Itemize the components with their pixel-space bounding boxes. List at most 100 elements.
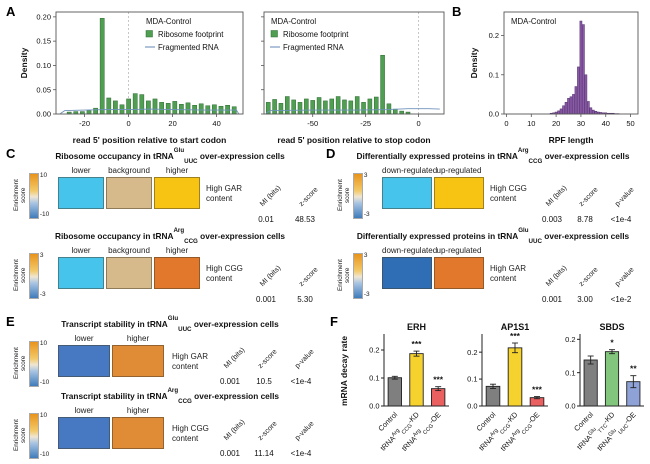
panel-letter-f: F [330,314,338,329]
enrichment-colorbar: Enrichment score 10 -10 [13,340,50,387]
heatmap-title: Ribosome occupancy in tRNAGluUUC over-ex… [55,147,285,166]
colorbar-label: Enrichment score [13,179,27,211]
svg-text:AP1S1: AP1S1 [501,322,530,332]
heatmap-title: Differentially expressed proteins in tRN… [356,227,630,246]
svg-text:-25: -25 [360,119,371,128]
svg-text:**: ** [630,364,637,374]
stats-columns: MI (bits) 0.001 z-score 3.00 p-value <1e-2 [536,242,640,306]
svg-text:0.05: 0.05 [36,85,51,94]
panel-letter-c: C [6,146,16,161]
cell-label: down-regulated [382,246,438,255]
svg-text:0.2: 0.2 [489,31,499,40]
heatmap-cell [434,177,484,209]
ap1s1-bar-chart: 0.00.10.2Control***tRNAArgCCG-KD***tRNAA… [467,322,548,453]
sbds-bar-chart: 0.00.10.2Control*tRNAGluTTC-KD**tRNAGluU… [565,322,644,453]
colorbar-label: Enrichment score [13,419,27,451]
svg-text:0.1: 0.1 [565,368,575,377]
stat-zscore: z-score 48.53 [294,184,320,224]
heatmap-cells: down-regulated up-regulated [382,246,484,289]
svg-text:-20: -20 [79,119,90,128]
svg-text:0.2: 0.2 [565,335,575,344]
stats-columns: MI (bits) 0.001 z-score 5.30 [248,242,326,306]
stat-mi: MI (bits) 0.003 [541,183,569,224]
svg-text:*: * [610,338,614,348]
svg-text:40: 40 [212,119,220,128]
enrichment-colorbar: Enrichment score 3 -3 [337,172,370,219]
colorbar-gradient [28,173,39,219]
svg-text:0.00: 0.00 [36,110,51,119]
stat-zscore: z-score 3.00 [576,264,600,304]
heatmap-title: Transcript stability in tRNAArgCCG over-… [60,387,280,406]
colorbar-label: Enrichment score [337,179,351,211]
row-label: High GAR content [490,264,527,283]
svg-text:Fragmented RNA: Fragmented RNA [283,43,344,52]
svg-text:read 5' position relative to s: read 5' position relative to stop codon [277,135,430,145]
colorbar-max: 3 [363,172,368,179]
stat-mi: MI (bits) 0.01 [257,183,283,224]
svg-text:0.0: 0.0 [489,110,499,119]
heatmap-transcript-stability-arg: Transcript stability in tRNAArgCCG over-… [13,387,326,462]
svg-text:0: 0 [417,119,421,128]
cell-label: lower [71,246,91,255]
stat-zscore: z-score 11.14 [254,418,279,458]
heatmap-cells: lower higher [58,334,164,377]
erh-bar-chart: 0.00.10.2Control***tRNAArgCCG-KD***tRNAA… [339,322,449,453]
heatmap-title: Ribosome occupancy in tRNAArgCCG over-ex… [54,227,286,246]
svg-text:ERH: ERH [407,322,426,332]
stat-zscore: z-score 5.30 [296,264,320,304]
svg-text:***: *** [433,375,444,385]
colorbar-min: -3 [39,291,46,298]
colorbar-gradient [28,253,39,299]
cell-label: lower [74,334,94,343]
colorbar-max: 3 [39,252,44,259]
svg-text:read 5' position relative to s: read 5' position relative to start codon [73,135,227,145]
cell-label: higher [126,406,150,415]
heatmap-cell [58,345,110,377]
svg-text:20: 20 [168,119,176,128]
heatmap-cell [434,257,484,289]
colorbar-min: -3 [363,211,370,218]
row-label: High CGG content [172,424,209,443]
svg-text:Density: Density [19,47,29,78]
cell-label: lower [74,406,94,415]
rpf-length-histogram: 0 10 20 30 40 50 0.0 0.1 0.2 RPF length Density MDA… [469,11,639,145]
cell-label: higher [126,334,150,343]
row-label: High GAR content [206,184,243,203]
stat-mi: MI (bits) 0.001 [219,417,247,458]
stop-codon-histogram: -50 -25 0 read 5' position relative to stop… [261,11,445,145]
enrichment-colorbar: Enrichment score 10 -10 [13,412,49,459]
cell-label: background [108,166,150,175]
stats-columns: MI (bits) 0.001 z-score 10.5 p-value <1e-4 [214,330,320,388]
svg-text:50: 50 [626,119,634,128]
heatmap-cells: lower background higher [58,246,200,289]
svg-text:30: 30 [577,119,585,128]
svg-text:SBDS: SBDS [599,322,624,332]
svg-text:0.1: 0.1 [489,70,499,79]
svg-text:Ribosome footprint: Ribosome footprint [158,30,224,39]
enrichment-colorbar: Enrichment score 3 -3 [337,252,370,299]
heatmap-title: Differentially expressed proteins in tRN… [356,147,630,166]
svg-text:***: *** [532,385,543,395]
svg-text:Ribosome footprint: Ribosome footprint [283,30,349,39]
colorbar-max: 10 [39,340,48,347]
svg-text:0.20: 0.20 [36,12,51,21]
stat-mi: MI (bits) 0.001 [541,263,569,304]
heatmap-cell [112,345,164,377]
colorbar-min: -10 [39,211,50,218]
colorbar-min: -3 [363,291,370,298]
heatmap-ribosome-occupancy-glu: Ribosome occupancy in tRNAGluUUC over-ex… [13,147,326,228]
stat-pvalue: p-value <1e-4 [290,346,316,386]
colorbar-min: -10 [39,379,50,386]
heatmap-cell [106,257,152,289]
heatmap-cells: lower higher [58,406,164,449]
row-label: High CGG content [490,184,527,203]
heatmap-diff-proteins-glu: Differentially expressed proteins in tRN… [337,227,648,308]
svg-text:***: *** [510,331,521,341]
heatmap-cell [154,257,200,289]
row-label: High GAR content [172,352,209,371]
svg-text:0.10: 0.10 [36,61,51,70]
enrichment-colorbar: Enrichment score 3 -3 [13,252,46,299]
heatmap-cells: lower background higher [58,166,200,209]
heatmap-diff-proteins-arg: Differentially expressed proteins in tRN… [337,147,648,228]
colorbar-label: Enrichment score [337,259,351,291]
